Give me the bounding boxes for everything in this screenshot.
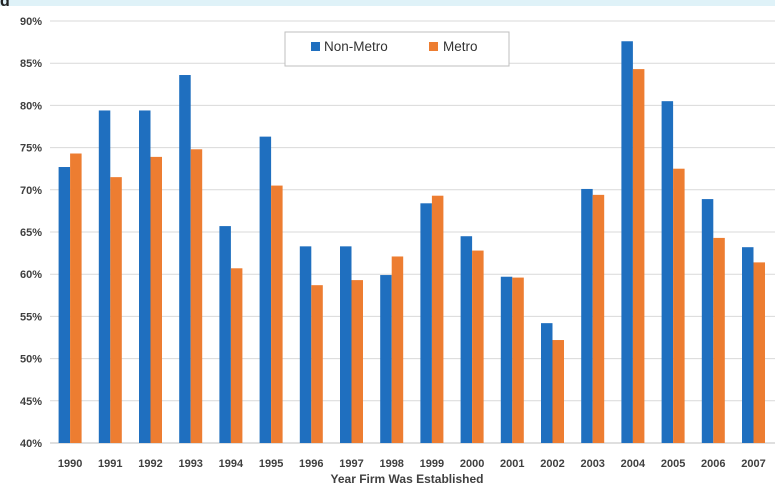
bar-metro-1993 bbox=[190, 149, 203, 443]
bar-metro-1995 bbox=[271, 185, 283, 443]
bar-metro-2002 bbox=[552, 340, 564, 443]
legend-box bbox=[284, 31, 510, 67]
bar-metro-2000 bbox=[472, 250, 484, 443]
x-tick-label: 2006 bbox=[701, 458, 725, 470]
x-tick-label: 1998 bbox=[379, 458, 403, 470]
bars bbox=[58, 41, 765, 444]
bar-non-metro-2007 bbox=[742, 247, 754, 443]
x-tick-label: 1996 bbox=[299, 458, 323, 470]
bar-non-metro-2000 bbox=[460, 236, 473, 443]
bar-metro-2004 bbox=[632, 69, 645, 443]
x-tick-label: 2005 bbox=[661, 458, 685, 470]
legend-swatch bbox=[429, 42, 438, 51]
legend-label: Metro bbox=[443, 39, 478, 54]
bar-chart: 40%45%50%55%60%65%70%75%80%85%90% 1990 19… bbox=[20, 16, 775, 486]
bar-non-metro-1991 bbox=[98, 110, 111, 444]
bar-non-metro-1997 bbox=[340, 246, 352, 443]
x-tick-label: 1992 bbox=[138, 458, 162, 470]
x-tick-label: 1999 bbox=[420, 458, 444, 470]
bar-metro-2001 bbox=[512, 277, 524, 443]
x-tick-label: 1997 bbox=[339, 458, 363, 470]
bar-metro-1990 bbox=[70, 153, 82, 443]
x-tick-label: 2002 bbox=[540, 458, 564, 470]
bar-non-metro-1996 bbox=[299, 246, 312, 443]
legend: Non-Metro Metro bbox=[284, 31, 510, 67]
chart-area: 40% 45% 50% 55% 60% 65% 70% 75% 80% 85% 90% 1990 19… bbox=[0, 6, 775, 486]
bar-non-metro-2004 bbox=[621, 41, 633, 443]
bar-metro-2003 bbox=[592, 194, 605, 443]
bar-metro-1997 bbox=[351, 280, 363, 443]
x-tick-label: 1995 bbox=[259, 458, 283, 470]
bar-non-metro-1992 bbox=[139, 110, 151, 444]
legend-label: Non-Metro bbox=[324, 39, 388, 54]
bar-metro-1996 bbox=[311, 285, 323, 443]
x-tick-label: 2004 bbox=[621, 458, 646, 470]
y-tick-label: 60% bbox=[20, 269, 42, 281]
y-tick-label: 65% bbox=[20, 227, 42, 239]
y-tick-label: 75% bbox=[20, 143, 42, 155]
y-tick-label: 90% bbox=[20, 16, 42, 28]
bar-metro-1999 bbox=[431, 195, 444, 443]
y-axis-ticks: 40% 45% 50% 55% 60% 65% 70% 75% 80% 85% 90% bbox=[20, 16, 42, 450]
y-tick-label: 50% bbox=[20, 354, 42, 366]
x-tick-label: 2000 bbox=[460, 458, 484, 470]
y-tick-label: 55% bbox=[20, 311, 42, 323]
bar-non-metro-1999 bbox=[420, 203, 432, 443]
bar-metro-1991 bbox=[110, 177, 122, 443]
bar-non-metro-2005 bbox=[661, 101, 674, 444]
bar-metro-2006 bbox=[713, 237, 725, 443]
bar-non-metro-2002 bbox=[541, 323, 553, 443]
y-tick-label: 70% bbox=[20, 185, 42, 197]
bar-non-metro-1994 bbox=[219, 226, 231, 443]
x-tick-label: 2007 bbox=[741, 458, 765, 470]
legend-swatch bbox=[311, 42, 320, 51]
x-tick-label: 1993 bbox=[178, 458, 202, 470]
x-tick-label: 1991 bbox=[98, 458, 122, 470]
page-title: g bbox=[0, 0, 10, 10]
x-tick-label: 2001 bbox=[500, 458, 524, 470]
bar-metro-1998 bbox=[391, 256, 404, 443]
bar-metro-2007 bbox=[753, 262, 765, 443]
bar-non-metro-2006 bbox=[701, 199, 714, 443]
bar-non-metro-1998 bbox=[380, 275, 392, 443]
bar-non-metro-1990 bbox=[58, 167, 71, 443]
bar-metro-2005 bbox=[673, 168, 685, 443]
y-tick-label: 80% bbox=[20, 100, 42, 112]
y-tick-label: 45% bbox=[20, 396, 42, 408]
x-axis-title: Year Firm Was Established bbox=[331, 472, 484, 486]
bar-non-metro-1993 bbox=[179, 75, 191, 444]
x-axis-ticks: 1990 1991 1992 1993 1994 1995 1996 1997 1998 1999… bbox=[58, 458, 766, 470]
x-tick-label: 2003 bbox=[580, 458, 604, 470]
y-tick-label: 85% bbox=[20, 58, 42, 70]
bar-non-metro-1995 bbox=[259, 136, 272, 444]
x-tick-label: 1994 bbox=[219, 458, 244, 470]
y-tick-label: 40% bbox=[20, 438, 42, 450]
x-tick-label: 1990 bbox=[58, 458, 82, 470]
bar-non-metro-2001 bbox=[500, 276, 513, 443]
bar-non-metro-2003 bbox=[581, 188, 593, 443]
bar-metro-1992 bbox=[150, 156, 162, 443]
bar-metro-1994 bbox=[230, 268, 243, 443]
